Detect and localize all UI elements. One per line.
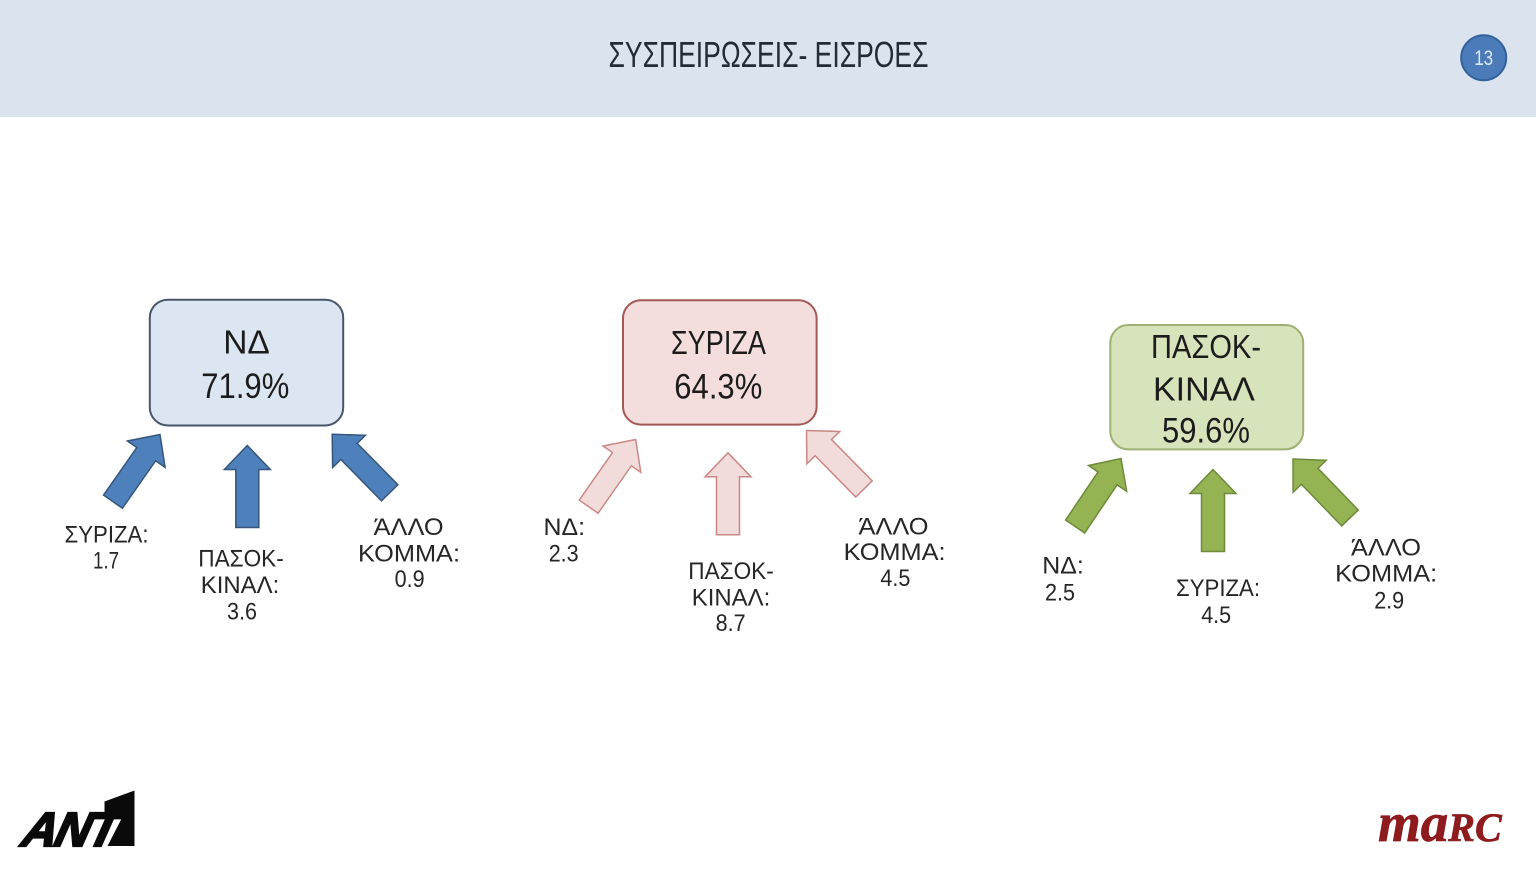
svg-text:59.6%: 59.6%: [1162, 410, 1250, 450]
svg-text:maRC: maRC: [1378, 792, 1503, 853]
svg-text:ΣΥΡΙΖΑ:: ΣΥΡΙΖΑ:: [1176, 575, 1260, 602]
svg-text:64.3%: 64.3%: [674, 366, 762, 406]
svg-text:ΠΑΣΟΚ-: ΠΑΣΟΚ-: [198, 546, 284, 573]
svg-text:2.3: 2.3: [549, 541, 579, 568]
svg-text:8.7: 8.7: [716, 610, 746, 637]
svg-text:4.5: 4.5: [880, 565, 910, 592]
svg-text:2.9: 2.9: [1374, 587, 1404, 614]
svg-text:ΣΥΡΙΖΑ:: ΣΥΡΙΖΑ:: [65, 521, 149, 548]
svg-text:ΣΥΡΙΖΑ: ΣΥΡΙΖΑ: [671, 325, 767, 362]
svg-text:ΆΛΛΟ: ΆΛΛΟ: [1351, 534, 1421, 561]
svg-text:ΣΥΣΠΕΙΡΩΣΕΙΣ- ΕΙΣΡΟΕΣ: ΣΥΣΠΕΙΡΩΣΕΙΣ- ΕΙΣΡΟΕΣ: [609, 34, 929, 75]
svg-text:ΠΑΣΟΚ-: ΠΑΣΟΚ-: [688, 558, 774, 585]
svg-text:ΝΔ:: ΝΔ:: [544, 514, 586, 541]
svg-text:ΠΑΣΟΚ-: ΠΑΣΟΚ-: [1151, 329, 1261, 366]
svg-text:ΝΔ:: ΝΔ:: [1042, 552, 1084, 579]
svg-text:0.9: 0.9: [395, 566, 425, 593]
svg-text:ΚΟΜΜΑ:: ΚΟΜΜΑ:: [358, 541, 460, 568]
svg-text:ANT: ANT: [16, 803, 129, 856]
svg-text:ΝΔ: ΝΔ: [223, 325, 270, 362]
svg-text:ΚΟΜΜΑ:: ΚΟΜΜΑ:: [844, 539, 946, 566]
svg-text:ΚΙΝΑΛ:: ΚΙΝΑΛ:: [692, 584, 771, 611]
svg-text:ΆΛΛΟ: ΆΛΛΟ: [374, 514, 444, 541]
svg-text:71.9%: 71.9%: [201, 366, 289, 406]
svg-text:3.6: 3.6: [227, 599, 257, 626]
svg-text:1.7: 1.7: [93, 548, 119, 575]
svg-text:4.5: 4.5: [1201, 602, 1231, 629]
svg-text:ΚΟΜΜΑ:: ΚΟΜΜΑ:: [1335, 561, 1437, 588]
svg-text:2.5: 2.5: [1045, 579, 1075, 606]
svg-text:ΆΛΛΟ: ΆΛΛΟ: [859, 514, 929, 541]
svg-text:ΚΙΝΑΛ: ΚΙΝΑΛ: [1153, 371, 1256, 408]
svg-text:13: 13: [1474, 46, 1493, 70]
svg-text:ΚΙΝΑΛ:: ΚΙΝΑΛ:: [201, 572, 280, 599]
